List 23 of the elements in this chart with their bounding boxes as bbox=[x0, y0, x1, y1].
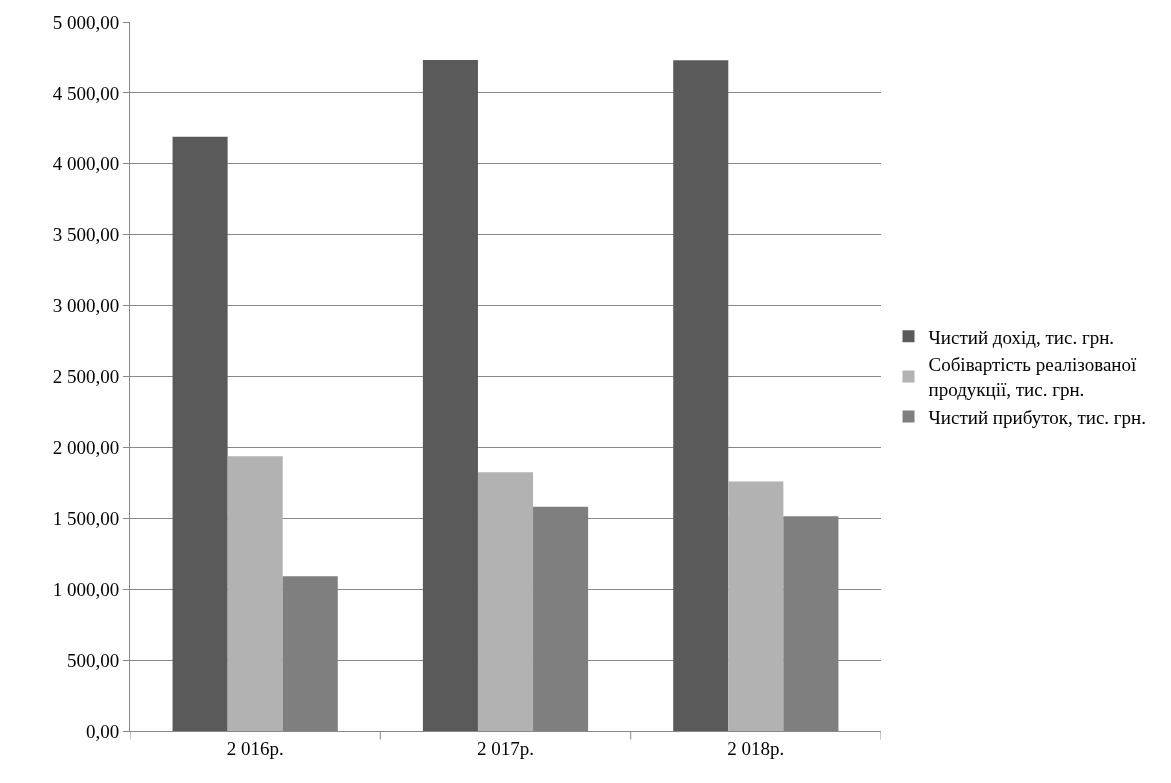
bar bbox=[728, 481, 784, 731]
y-tick-label: 0,00 bbox=[85, 720, 120, 742]
legend-label: Чистий дохід, тис. грн. bbox=[928, 326, 1115, 348]
y-tick-label: 500,00 bbox=[66, 649, 120, 671]
x-tick-label: 2 018р. bbox=[727, 737, 785, 759]
y-tick-label: 4 500,00 bbox=[52, 82, 120, 104]
y-tick-label: 2 000,00 bbox=[52, 437, 120, 459]
y-tick-label: 2 500,00 bbox=[52, 366, 120, 388]
y-tick-label: 4 000,00 bbox=[52, 153, 120, 175]
y-tick-label: 5 000,00 bbox=[52, 11, 120, 33]
legend-label: Чистий прибуток, тис. грн. bbox=[928, 406, 1147, 428]
legend-label: Собівартість реалізованої продукції, тис. грн. bbox=[928, 354, 1138, 401]
y-tick-label: 3 500,00 bbox=[52, 224, 120, 246]
y-tick-label: 1 000,00 bbox=[52, 578, 120, 600]
y-tick-label: 1 500,00 bbox=[52, 507, 120, 529]
bar bbox=[673, 60, 729, 731]
bar bbox=[172, 136, 228, 731]
bar bbox=[227, 456, 283, 731]
bar bbox=[422, 60, 478, 731]
x-tick-label: 2 016р. bbox=[226, 737, 284, 759]
bar bbox=[477, 472, 534, 731]
x-tick-label: 2 017р. bbox=[477, 737, 534, 759]
y-tick-label: 3 000,00 bbox=[52, 295, 120, 317]
